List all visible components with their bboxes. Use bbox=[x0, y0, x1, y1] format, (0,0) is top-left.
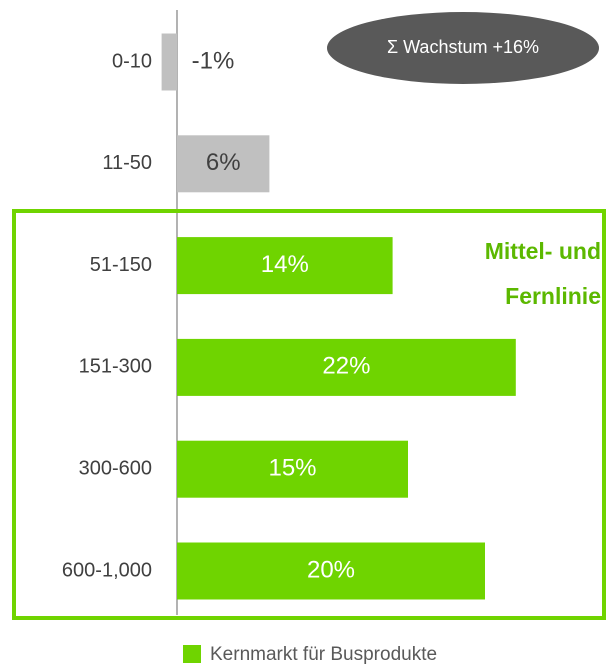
highlight-box bbox=[12, 209, 606, 620]
value-label: 15% bbox=[268, 455, 316, 482]
legend-label: Kernmarkt für Busprodukte bbox=[210, 644, 437, 665]
category-label: 0-10 bbox=[112, 50, 152, 72]
category-label: 300-600 bbox=[79, 457, 152, 479]
category-label: 51-150 bbox=[90, 254, 152, 276]
category-label: 151-300 bbox=[79, 356, 152, 378]
value-label: 22% bbox=[322, 353, 370, 380]
bar bbox=[177, 440, 408, 498]
annotation: Fernlinie bbox=[505, 283, 601, 309]
badge-text: Σ Wachstum +16% bbox=[387, 37, 539, 57]
category-label: 600-1,000 bbox=[62, 559, 152, 581]
category-label: 11-50 bbox=[102, 152, 152, 174]
bar bbox=[161, 33, 177, 91]
bar bbox=[177, 338, 516, 396]
badge bbox=[327, 12, 599, 84]
bar bbox=[177, 135, 270, 193]
legend-swatch bbox=[183, 645, 201, 663]
value-label: -1% bbox=[192, 47, 235, 74]
bar bbox=[177, 237, 393, 295]
value-label: 14% bbox=[261, 251, 309, 278]
value-label: 6% bbox=[206, 149, 241, 176]
bar bbox=[177, 542, 485, 600]
value-label: 20% bbox=[307, 556, 355, 583]
annotation: Mittel- und bbox=[485, 238, 601, 264]
